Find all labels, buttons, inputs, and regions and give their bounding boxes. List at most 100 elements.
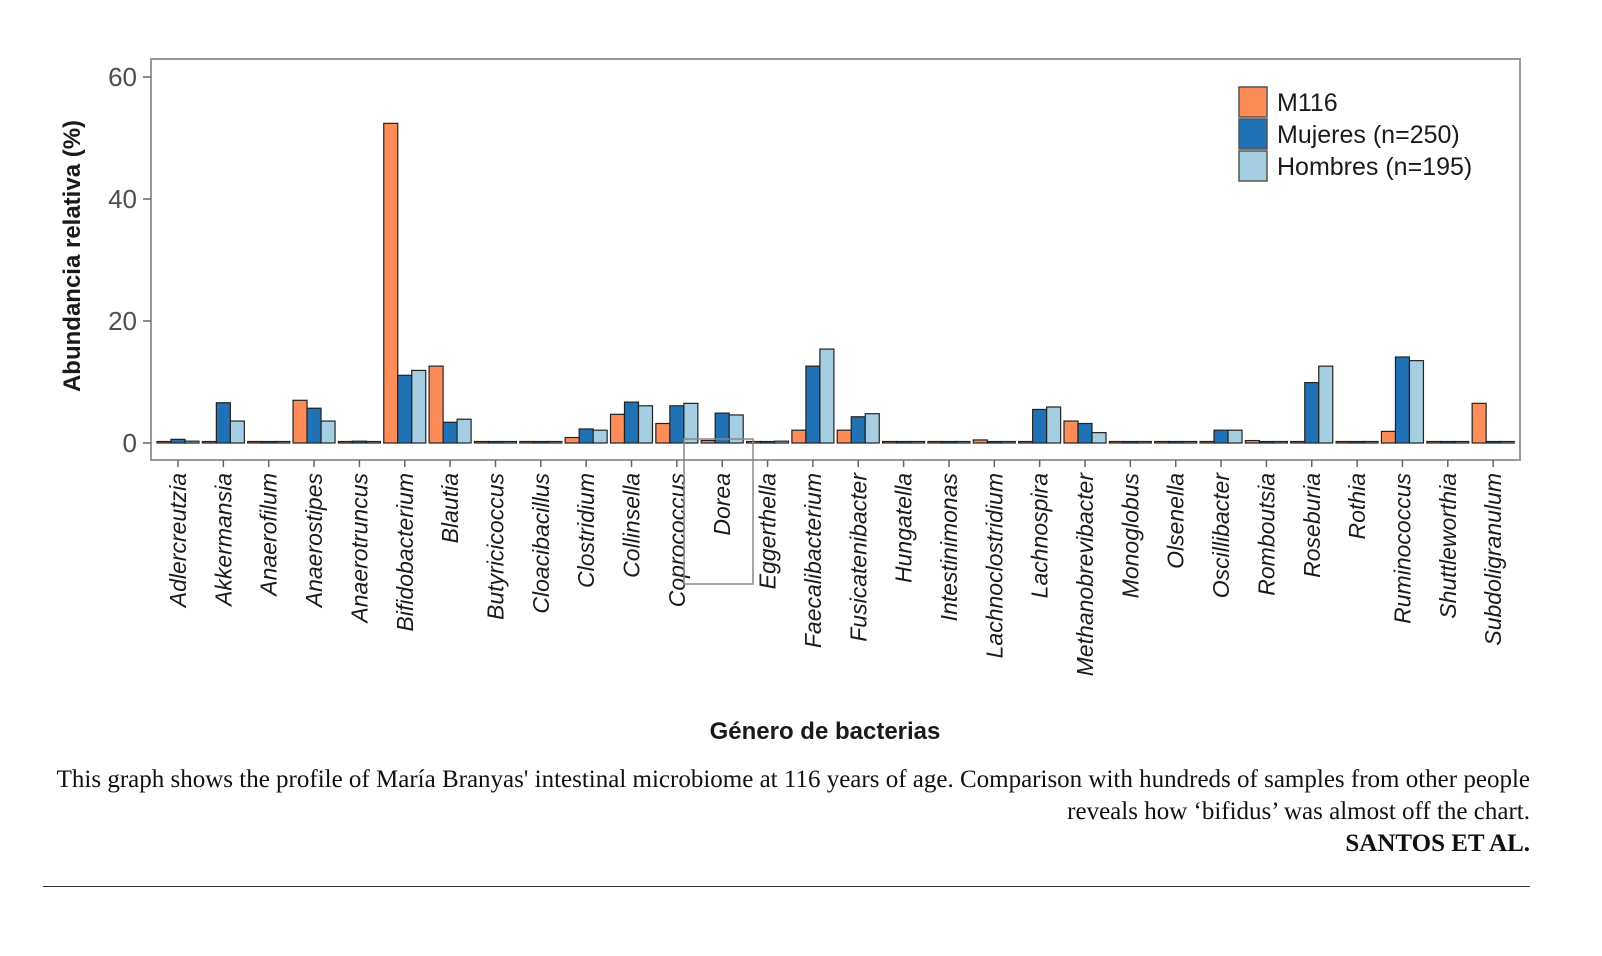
bar-hungatella-m116 <box>881 440 898 444</box>
bar-blautia-m116 <box>428 365 444 444</box>
bar-coprococcus-m116 <box>655 422 671 444</box>
bar-olsenella-mujeres <box>1168 440 1184 444</box>
legend-label: M116 <box>1277 89 1338 117</box>
bar-collinsella-mujeres <box>623 401 640 444</box>
bar-anaerostipes-hombres <box>320 420 336 444</box>
bar-anaerofilum-mujeres <box>261 440 277 444</box>
bar-anaerostipes-mujeres <box>306 407 322 444</box>
x-tick-label: Anaerotruncus <box>346 473 372 625</box>
highlight-box <box>683 438 754 585</box>
bar-romboutsia-mujeres <box>1258 440 1275 444</box>
bar-eggerthella-hombres <box>773 440 790 444</box>
x-tick-label: Lachnospira <box>1027 473 1053 598</box>
bar-adlercreutzia-hombres <box>184 440 200 444</box>
bar-anaerofilum-m116 <box>247 440 263 444</box>
plot-panel <box>150 58 1521 461</box>
bar-bifidobacterium-hombres <box>411 369 427 444</box>
x-tick-label: Dorea <box>709 473 735 536</box>
bar-intestinimonas-mujeres <box>941 440 957 444</box>
bar-adlercreutzia-mujeres <box>170 438 186 444</box>
divider-line <box>43 886 1530 887</box>
x-tick-label: Intestinimonas <box>936 473 962 622</box>
bar-lachnoclostridium-m116 <box>972 439 988 444</box>
bar-fusicatenibacter-mujeres <box>850 416 866 444</box>
bar-fusicatenibacter-hombres <box>864 413 880 444</box>
bar-collinsella-hombres <box>637 405 654 444</box>
bar-lachnospira-m116 <box>1018 440 1034 444</box>
y-axis-title: Abundancia relativa (%) <box>59 120 86 392</box>
x-tick-label: Butyricicoccus <box>482 473 508 620</box>
x-tick-label: Olsenella <box>1163 473 1189 569</box>
bar-subdoligranulum-mujeres <box>1485 440 1501 444</box>
bar-methanobrevibacter-hombres <box>1091 432 1107 444</box>
bar-akkermansia-m116 <box>201 440 217 444</box>
bar-clostridium-m116 <box>564 436 580 444</box>
bar-monoglobus-m116 <box>1108 440 1124 444</box>
bar-blautia-mujeres <box>442 421 458 444</box>
x-tick-label: Shuttleworthia <box>1435 473 1461 619</box>
bar-clostridium-mujeres <box>578 428 594 444</box>
x-tick-label: Coprococcus <box>664 473 690 608</box>
x-tick-label: Clostridium <box>573 473 599 588</box>
bar-faecalibacterium-mujeres <box>805 365 821 444</box>
bar-shuttleworthia-mujeres <box>1440 440 1456 444</box>
bar-hungatella-hombres <box>909 440 926 444</box>
bar-anaerostipes-m116 <box>292 399 308 444</box>
bars-group <box>156 122 1515 444</box>
x-axis: Adlercreutzia Akkermansia Anaerofilum Anaer… <box>165 460 1506 676</box>
y-tick-label: 20 <box>108 306 137 336</box>
bar-rothia-hombres <box>1363 440 1379 444</box>
x-tick-label: Lachnoclostridium <box>981 473 1007 658</box>
caption-credit: SANTOS ET AL. <box>1345 830 1530 857</box>
bar-lachnoclostridium-mujeres <box>986 440 1002 444</box>
y-tick-label: 40 <box>108 184 137 214</box>
bar-ruminococcus-hombres <box>1408 360 1425 444</box>
bar-olsenella-m116 <box>1154 440 1170 444</box>
legend-label: Mujeres (n=250) <box>1277 121 1460 149</box>
bar-bifidobacterium-mujeres <box>397 374 413 444</box>
legend: M116 Mujeres (n=250) Hombres (n=195) <box>1238 86 1472 182</box>
bar-roseburia-hombres <box>1318 365 1334 444</box>
bar-roseburia-mujeres <box>1304 382 1320 444</box>
bar-rothia-m116 <box>1335 440 1351 444</box>
figure-caption: This graph shows the profile of María Br… <box>50 764 1530 860</box>
bar-fusicatenibacter-m116 <box>836 429 852 444</box>
bar-romboutsia-m116 <box>1244 439 1261 444</box>
x-tick-label: Hungatella <box>891 473 917 583</box>
y-tick-label: 60 <box>108 62 137 92</box>
bar-ruminococcus-mujeres <box>1394 356 1411 444</box>
bar-cloacibacillus-hombres <box>547 440 563 444</box>
legend-label: Hombres (n=195) <box>1277 153 1472 181</box>
bar-akkermansia-mujeres <box>215 402 231 444</box>
x-tick-label: Oscillibacter <box>1208 472 1234 599</box>
bar-monoglobus-hombres <box>1136 440 1152 444</box>
bar-olsenella-hombres <box>1182 440 1198 444</box>
x-tick-label: Romboutsia <box>1253 473 1279 596</box>
bar-clostridium-hombres <box>592 429 608 444</box>
y-axis: 0 20 40 60 <box>108 62 151 458</box>
bar-butyricicoccus-hombres <box>501 440 518 444</box>
bar-roseburia-m116 <box>1290 440 1306 444</box>
legend-swatch <box>1238 150 1268 182</box>
caption-text: This graph shows the profile of María Br… <box>56 766 1530 825</box>
bar-oscillibacter-m116 <box>1199 440 1215 444</box>
bar-faecalibacterium-hombres <box>819 348 835 444</box>
x-tick-label: Roseburia <box>1299 473 1325 578</box>
x-tick-label: Adlercreutzia <box>165 473 191 609</box>
x-tick-label: Eggerthella <box>755 473 781 589</box>
bar-cloacibacillus-mujeres <box>533 440 549 444</box>
bar-adlercreutzia-m116 <box>156 440 172 444</box>
bar-romboutsia-hombres <box>1272 440 1289 444</box>
bar-shuttleworthia-hombres <box>1454 440 1470 444</box>
legend-swatch <box>1238 118 1268 150</box>
bar-coprococcus-mujeres <box>669 405 685 444</box>
bar-subdoligranulum-m116 <box>1471 402 1487 444</box>
x-tick-label: Methanobrevibacter <box>1072 472 1098 677</box>
bar-subdoligranulum-hombres <box>1499 440 1515 444</box>
bar-dorea-hombres <box>728 414 744 444</box>
y-tick-label: 0 <box>123 428 137 458</box>
bar-chart: 0 20 40 60 Adlercreutzia Akkermansia Anaerofi… <box>59 58 1521 745</box>
bar-cloacibacillus-m116 <box>519 440 535 444</box>
bar-methanobrevibacter-m116 <box>1063 420 1079 444</box>
bar-oscillibacter-mujeres <box>1213 429 1229 444</box>
